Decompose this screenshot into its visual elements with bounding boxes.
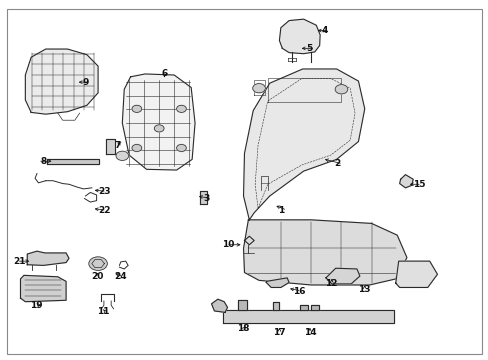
Circle shape bbox=[334, 85, 347, 94]
Polygon shape bbox=[266, 278, 288, 288]
Polygon shape bbox=[243, 220, 406, 285]
Circle shape bbox=[132, 144, 142, 152]
Polygon shape bbox=[311, 305, 318, 310]
Text: 16: 16 bbox=[292, 287, 305, 296]
Polygon shape bbox=[243, 69, 364, 220]
Polygon shape bbox=[325, 268, 359, 284]
Polygon shape bbox=[395, 261, 437, 288]
Text: 14: 14 bbox=[303, 328, 316, 337]
Polygon shape bbox=[25, 49, 98, 114]
Text: 5: 5 bbox=[306, 44, 312, 53]
Polygon shape bbox=[122, 74, 195, 170]
Polygon shape bbox=[237, 300, 246, 310]
Text: 8: 8 bbox=[41, 157, 46, 166]
Text: 24: 24 bbox=[114, 272, 127, 281]
Text: 22: 22 bbox=[98, 206, 110, 215]
Circle shape bbox=[176, 144, 186, 152]
Text: 17: 17 bbox=[272, 328, 285, 337]
Circle shape bbox=[154, 125, 163, 132]
Polygon shape bbox=[46, 159, 99, 164]
Polygon shape bbox=[300, 305, 307, 310]
Text: 4: 4 bbox=[321, 26, 327, 35]
Circle shape bbox=[132, 105, 142, 112]
Text: 2: 2 bbox=[333, 159, 340, 168]
Text: 7: 7 bbox=[114, 141, 121, 150]
Text: 20: 20 bbox=[91, 272, 103, 281]
Text: 3: 3 bbox=[203, 194, 209, 203]
Text: 19: 19 bbox=[30, 301, 43, 310]
Text: 11: 11 bbox=[97, 307, 109, 316]
Polygon shape bbox=[399, 175, 412, 188]
Text: 18: 18 bbox=[237, 324, 249, 333]
Text: 12: 12 bbox=[325, 279, 337, 288]
Text: 9: 9 bbox=[82, 78, 88, 87]
Circle shape bbox=[89, 257, 107, 270]
Polygon shape bbox=[20, 275, 66, 302]
Polygon shape bbox=[272, 302, 279, 310]
Text: 13: 13 bbox=[358, 285, 370, 294]
Circle shape bbox=[116, 151, 128, 161]
Text: 21: 21 bbox=[13, 257, 25, 266]
Polygon shape bbox=[279, 19, 320, 54]
Polygon shape bbox=[27, 251, 69, 265]
Text: 23: 23 bbox=[98, 187, 110, 196]
Circle shape bbox=[252, 84, 265, 93]
Polygon shape bbox=[200, 192, 206, 204]
Circle shape bbox=[176, 105, 186, 112]
Text: 10: 10 bbox=[222, 240, 234, 249]
Polygon shape bbox=[106, 139, 114, 154]
Text: 1: 1 bbox=[278, 206, 284, 215]
Polygon shape bbox=[211, 299, 227, 312]
Text: 15: 15 bbox=[412, 180, 425, 189]
Text: 6: 6 bbox=[161, 69, 167, 78]
Polygon shape bbox=[222, 310, 393, 323]
